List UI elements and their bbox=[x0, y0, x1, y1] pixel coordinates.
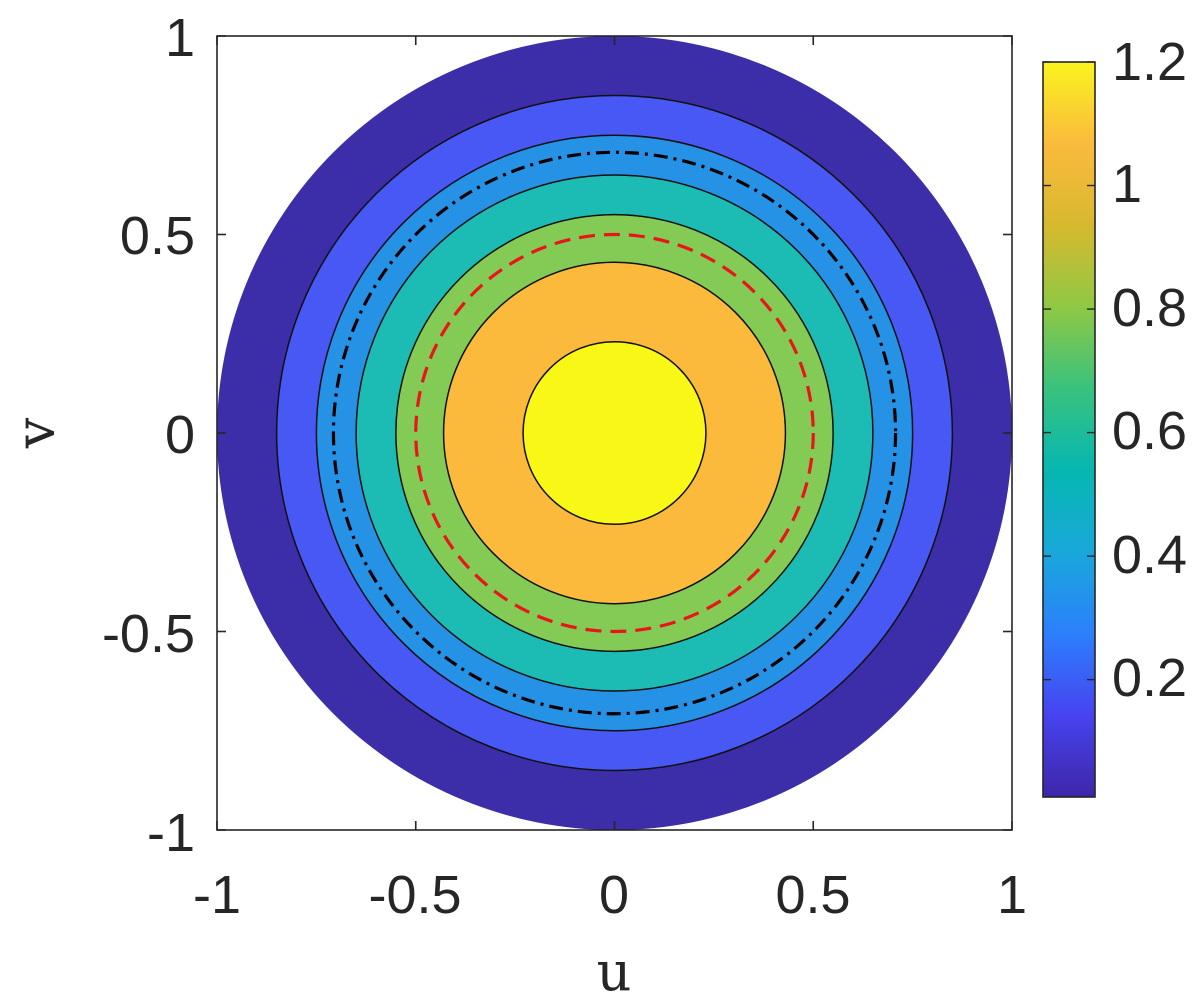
colorbar-frame bbox=[1042, 61, 1096, 798]
colorbar: 0.2 0.4 0.6 0.8 1 1.2 bbox=[1042, 32, 1187, 798]
x-tick-label: -0.5 bbox=[368, 865, 461, 925]
contour-line bbox=[355, 174, 874, 692]
contour-lines bbox=[275, 94, 954, 772]
y-tick-label: 1 bbox=[165, 8, 195, 68]
y-tick-label: 0 bbox=[165, 405, 195, 465]
colorbar-gradient bbox=[1043, 62, 1095, 797]
reference-curves bbox=[331, 150, 898, 716]
y-axis-label: v bbox=[4, 417, 67, 449]
colorbar-tick-label: 0.8 bbox=[1112, 278, 1187, 338]
axis-ticks bbox=[216, 35, 1013, 831]
y-tick-labels: -1 -0.5 0 0.5 1 bbox=[102, 8, 195, 863]
x-tick-label: 1 bbox=[997, 865, 1027, 925]
contour-region bbox=[523, 341, 706, 525]
colorbar-tick-label: 1.2 bbox=[1112, 32, 1187, 92]
y-tick-label: 0.5 bbox=[120, 206, 195, 266]
x-tick-labels: -1 -0.5 0 0.5 1 bbox=[193, 865, 1027, 925]
x-tick-label: -1 bbox=[193, 865, 241, 925]
colorbar-ticks bbox=[1043, 61, 1095, 681]
colorbar-tick-label: 0.2 bbox=[1112, 648, 1187, 708]
x-tick-label: 0.5 bbox=[775, 865, 850, 925]
contour-line bbox=[275, 94, 954, 772]
contour-line bbox=[395, 213, 834, 653]
reference-curve-dashed bbox=[414, 232, 815, 634]
colorbar-tick-label: 0.4 bbox=[1112, 525, 1187, 585]
plot-area bbox=[217, 36, 1012, 830]
contour-line bbox=[522, 340, 707, 526]
reference-curve-dashdot bbox=[331, 150, 898, 716]
y-tick-label: -1 bbox=[147, 803, 195, 863]
contour-line bbox=[442, 261, 787, 605]
contour-line bbox=[315, 134, 914, 732]
colorbar-tick-labels: 0.2 0.4 0.6 0.8 1 1.2 bbox=[1112, 32, 1187, 708]
x-axis-label: u bbox=[597, 940, 632, 1003]
x-tick-label: 0 bbox=[599, 865, 629, 925]
colorbar-tick-label: 0.6 bbox=[1112, 401, 1187, 461]
filled-contour-regions bbox=[217, 36, 1012, 830]
y-tick-label: -0.5 bbox=[102, 604, 195, 664]
colorbar-tick-label: 1 bbox=[1112, 154, 1142, 214]
